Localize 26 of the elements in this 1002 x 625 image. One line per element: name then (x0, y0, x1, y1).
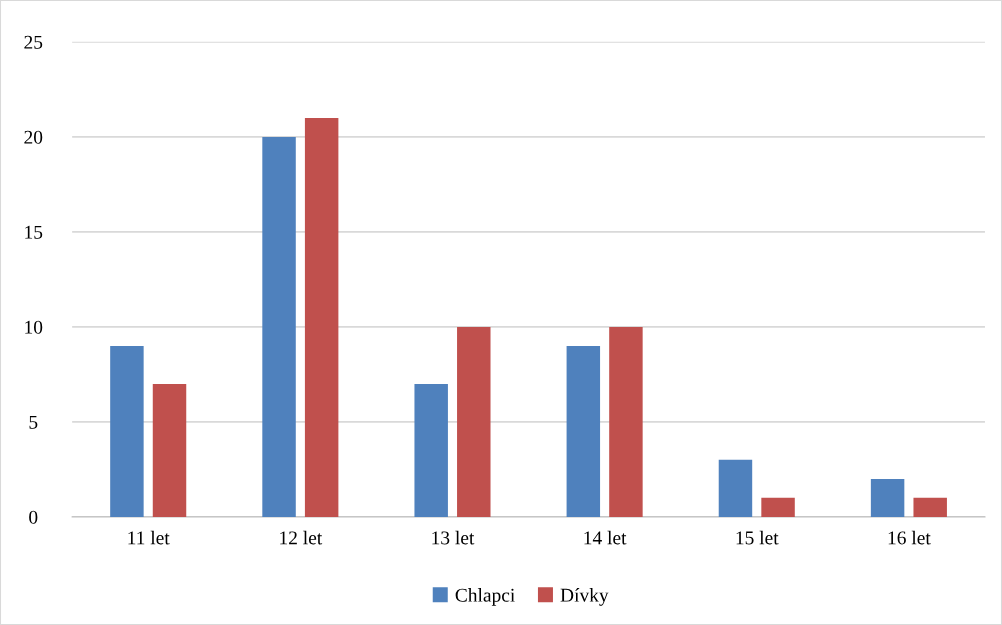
y-tick-label: 0 (29, 510, 38, 524)
legend-label: Chlapci (455, 588, 515, 606)
y-tick-label: 10 (25, 320, 43, 334)
x-tick-label: 14 let (584, 530, 627, 545)
bar (566, 345, 601, 517)
y-tick-label: 20 (24, 130, 43, 144)
bar (110, 345, 144, 517)
bar (609, 326, 643, 517)
legend-label: Dívky (560, 588, 609, 606)
bar (870, 478, 905, 517)
bar (262, 136, 296, 517)
x-tick-label: 12 let (280, 530, 323, 545)
y-tick-label: 25 (24, 35, 43, 49)
x-tick-label: 13 let (432, 530, 475, 545)
bar (718, 459, 753, 517)
bar (152, 383, 187, 517)
bar (913, 497, 947, 517)
bar (304, 117, 339, 517)
y-tick-label: 15 (25, 225, 43, 239)
y-tick-label: 5 (29, 415, 38, 429)
bar (414, 383, 448, 517)
x-tick-label: 16 let (888, 530, 931, 545)
x-tick-label: 11 let (128, 530, 170, 545)
bar (761, 497, 795, 517)
x-tick-label: 15 let (736, 530, 779, 545)
bar (457, 326, 491, 517)
